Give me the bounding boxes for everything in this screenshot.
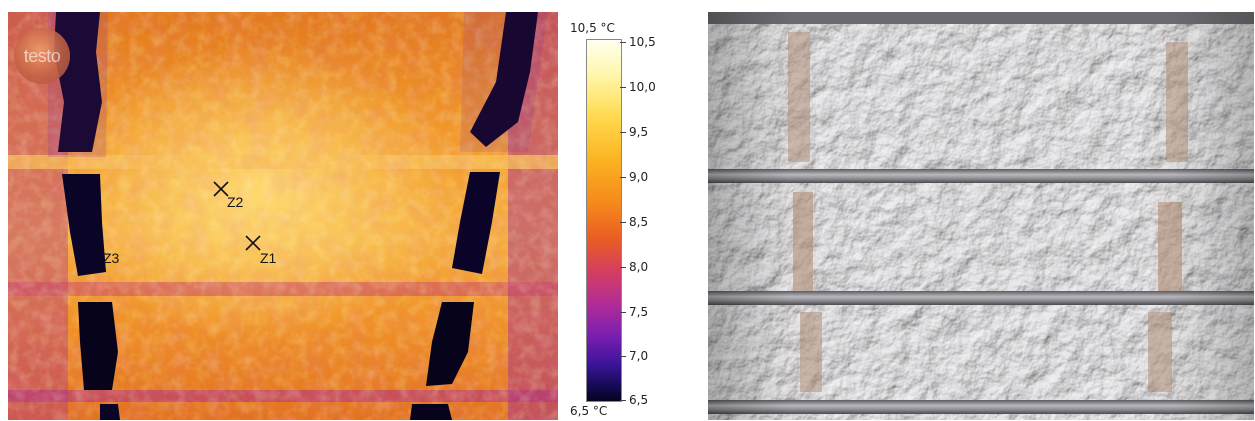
scale-tick: 7,5 xyxy=(620,305,648,319)
marker-label-z2: Z2 xyxy=(227,194,244,210)
scale-tick: 7,0 xyxy=(620,349,648,363)
insulation-photo xyxy=(708,12,1254,420)
temperature-color-scale xyxy=(586,39,622,402)
scale-ticks: 10,5 10,0 9,5 9,0 8,5 8,0 7,5 7,0 6,5 xyxy=(620,0,680,421)
testo-logo: testo xyxy=(14,28,70,84)
scale-tick: 10,5 xyxy=(620,35,656,49)
marker-label-z3: Z3 xyxy=(103,250,120,266)
thermal-image: testo Z2 Z1 Z3 xyxy=(8,12,558,420)
photo-texture xyxy=(708,12,1254,420)
scale-min-label: 6,5 °C xyxy=(570,404,608,418)
scale-tick: 6,5 xyxy=(620,393,648,407)
logo-text: testo xyxy=(23,46,61,66)
marker-label-z1: Z1 xyxy=(260,250,277,266)
thermal-texture xyxy=(8,12,558,420)
marker-z2 xyxy=(213,181,229,197)
scale-tick: 8,0 xyxy=(620,260,648,274)
scale-tick: 9,0 xyxy=(620,170,648,184)
scale-tick: 8,5 xyxy=(620,215,648,229)
scale-tick: 9,5 xyxy=(620,125,648,139)
scale-max-label: 10,5 °C xyxy=(570,21,615,35)
scale-tick: 10,0 xyxy=(620,80,656,94)
marker-z1 xyxy=(245,235,261,251)
